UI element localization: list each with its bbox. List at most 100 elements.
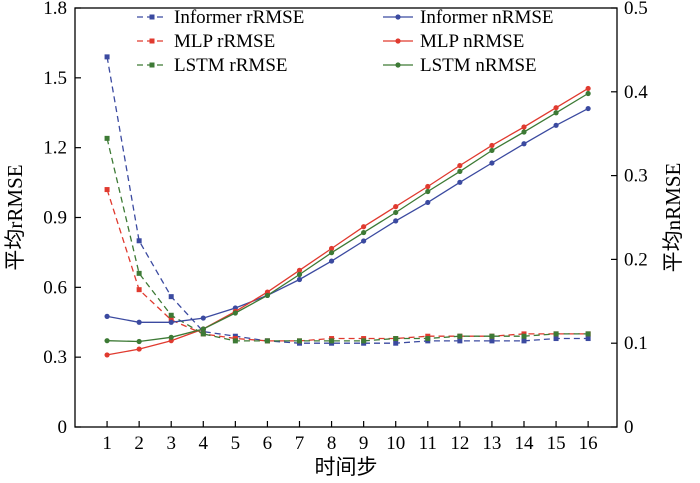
data-point (489, 160, 495, 166)
legend-label: MLP rRMSE (174, 31, 275, 52)
data-point (264, 292, 271, 299)
data-point (425, 188, 431, 195)
data-point (200, 326, 206, 332)
legend: Informer rRMSE MLP rRMSE LSTM rRMSE Informe… (137, 7, 554, 76)
x-tick-label: 13 (482, 433, 501, 454)
legend-item: Informer nRMSE (383, 7, 554, 28)
x-tick-label: 7 (295, 433, 305, 454)
y-right-tick-label: 0.2 (624, 249, 648, 270)
data-point (232, 310, 238, 316)
data-point (104, 187, 110, 193)
y-right-tick-label: 0.1 (624, 333, 648, 354)
data-point (296, 267, 303, 273)
data-point (361, 238, 367, 244)
data-point (521, 141, 527, 147)
x-tick-label: 2 (134, 433, 144, 454)
data-point (553, 331, 559, 337)
data-point (264, 338, 270, 344)
data-point (393, 218, 399, 224)
data-point (328, 245, 335, 252)
data-point (296, 276, 303, 283)
legend-item: LSTM rRMSE (137, 55, 288, 76)
y-left-tick-label: 0.3 (43, 347, 67, 368)
data-point (200, 331, 206, 337)
x-axis-title: 时间步 (315, 455, 378, 479)
data-point (232, 338, 238, 344)
series-line (107, 92, 589, 343)
data-point (361, 224, 367, 230)
data-point (104, 313, 110, 319)
series-lstm-nrmse (104, 90, 591, 345)
data-point (553, 105, 559, 111)
data-point (489, 338, 495, 344)
series-line (106, 189, 589, 342)
x-tick-label: 3 (166, 433, 176, 454)
legend-label: LSTM nRMSE (420, 55, 537, 76)
series-line (106, 108, 589, 323)
y-axis-left-title: 平均rRMSE (3, 164, 27, 270)
data-point (585, 85, 591, 92)
data-point (328, 258, 335, 264)
data-point (489, 147, 495, 154)
legend-swatch-marker (395, 62, 401, 68)
legend-label: MLP nRMSE (420, 31, 524, 52)
data-point (489, 142, 495, 149)
x-tick-label: 10 (386, 433, 405, 454)
data-point (136, 270, 142, 276)
series-mlp-rrmse (104, 187, 591, 344)
x-tick-label: 5 (231, 433, 241, 454)
series-group (104, 54, 591, 358)
x-tick-label: 8 (327, 433, 337, 454)
data-point (104, 135, 110, 141)
data-point (168, 319, 174, 325)
y-axis-right-title: 平均nRMSE (661, 163, 685, 273)
series-line (106, 138, 589, 342)
data-point (361, 338, 367, 344)
data-point (136, 287, 142, 293)
y-left-tick-label: 0 (58, 417, 68, 438)
data-point (521, 124, 527, 130)
series-line (106, 56, 589, 344)
data-point (457, 179, 463, 185)
y-left-tick-label: 0.6 (43, 277, 67, 298)
data-point (393, 336, 399, 342)
data-point (168, 312, 174, 318)
data-point (296, 338, 302, 344)
data-point (393, 204, 399, 210)
data-point (425, 199, 431, 206)
y-right-tick-label: 0 (624, 417, 634, 438)
legend-swatch-marker (149, 38, 155, 44)
y-left-tick-label: 1.5 (43, 68, 67, 89)
data-point (136, 346, 142, 352)
data-point (457, 168, 463, 175)
series-line (106, 87, 589, 356)
data-point (104, 338, 110, 344)
data-point (457, 162, 463, 169)
y-right-tick-label: 0.4 (624, 82, 648, 103)
legend-label: Informer rRMSE (174, 7, 304, 28)
legend-swatch-marker (149, 62, 155, 68)
legend-swatch-marker (395, 14, 401, 20)
legend-item: MLP rRMSE (137, 31, 275, 52)
legend-item: MLP nRMSE (383, 31, 524, 52)
data-point (328, 250, 335, 256)
x-tick-label: 11 (419, 433, 437, 454)
legend-swatch-marker (395, 38, 401, 44)
axes: 00.30.60.91.21.51.800.10.20.30.40.51 2 3 4 5… (43, 0, 648, 454)
data-point (361, 229, 367, 236)
data-point (521, 129, 527, 135)
data-point (585, 90, 591, 97)
data-point (168, 294, 174, 300)
data-point (457, 338, 463, 344)
series-informer-nrmse (104, 105, 591, 325)
data-point (489, 333, 495, 339)
data-point (393, 340, 399, 346)
data-point (425, 336, 431, 342)
series-informer-rrmse (104, 54, 591, 346)
data-point (425, 183, 431, 190)
x-tick-label: 4 (199, 433, 209, 454)
data-point (104, 352, 110, 358)
x-tick-label: 1 (102, 433, 112, 454)
data-point (168, 334, 174, 340)
